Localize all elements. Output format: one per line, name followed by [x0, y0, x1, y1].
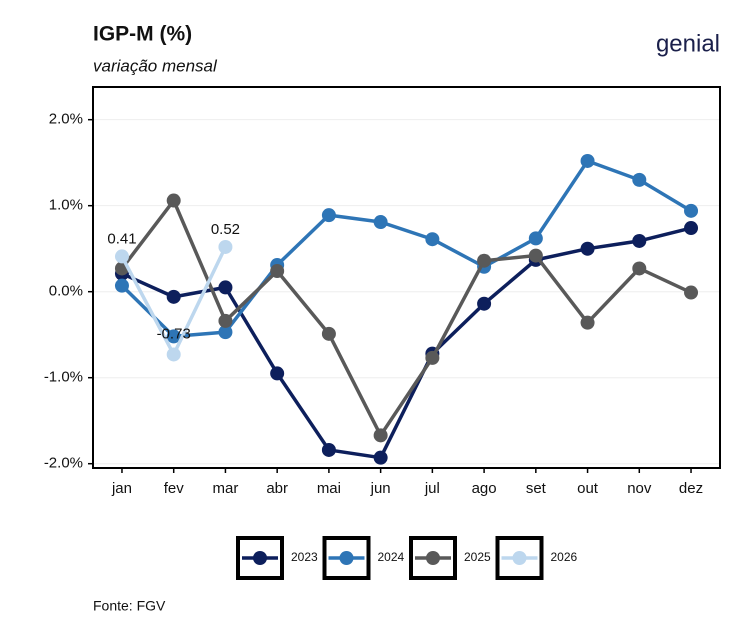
data-point [166, 289, 181, 304]
data-point [580, 241, 595, 256]
data-point [580, 315, 595, 330]
y-tick-label: -1.0% [44, 369, 83, 386]
data-point [528, 231, 543, 246]
x-tick-label: fev [164, 480, 185, 497]
chart-subtitle: variação mensal [93, 56, 218, 75]
x-tick-label: set [526, 480, 547, 497]
plot-frame [92, 86, 721, 469]
data-point [684, 285, 699, 300]
x-tick-label: mai [317, 480, 341, 497]
x-tick-label: jan [111, 480, 132, 497]
data-label: 0.41 [107, 230, 136, 247]
legend-dot [512, 551, 527, 565]
data-point [684, 221, 699, 236]
series-line [120, 159, 692, 339]
legend-label: 2026 [551, 550, 578, 564]
legend-dot [253, 551, 267, 565]
data-point [218, 313, 233, 328]
data-point [425, 232, 440, 247]
data-point [166, 347, 181, 362]
data-point [632, 233, 647, 248]
data-point [114, 278, 129, 293]
y-tick-label: 1.0% [49, 197, 83, 214]
data-point [114, 249, 129, 264]
y-tick-label: 2.0% [49, 111, 83, 128]
series-line [121, 226, 692, 460]
data-point [321, 208, 336, 223]
data-point [425, 350, 440, 365]
data-point [218, 280, 233, 295]
data-point [270, 366, 285, 381]
data-point [477, 253, 492, 268]
data-label: 0.52 [211, 221, 240, 238]
data-point [477, 296, 492, 311]
data-point [218, 325, 233, 340]
data-point [166, 193, 181, 208]
data-point [373, 428, 388, 443]
y-tick-label: 0.0% [49, 283, 83, 300]
data-point [270, 264, 285, 279]
x-tick-label: abr [266, 480, 288, 497]
source: Fonte: FGV [93, 598, 166, 614]
legend-label: 2025 [464, 550, 491, 564]
data-point [373, 215, 388, 230]
x-tick-label: mar [213, 480, 239, 497]
data-point [218, 239, 233, 254]
data-point [632, 261, 647, 276]
logo: genial [656, 30, 720, 57]
x-tick-label: jun [370, 480, 391, 497]
legend-dot [426, 551, 440, 565]
data-point [321, 442, 336, 457]
series-line [120, 198, 692, 438]
legend-dot [339, 551, 354, 565]
data-point [528, 248, 543, 263]
data-point [321, 326, 336, 341]
data-point [580, 153, 595, 168]
data-point [632, 172, 647, 187]
y-tick-label: -2.0% [44, 455, 83, 472]
data-label: -0.73 [157, 325, 191, 342]
data-point [166, 329, 181, 344]
x-tick-label: jul [424, 480, 440, 497]
data-point [373, 450, 388, 465]
legend-label: 2024 [378, 550, 405, 564]
x-tick-label: out [577, 480, 599, 497]
x-tick-label: nov [627, 480, 652, 497]
x-tick-label: ago [472, 480, 497, 497]
data-point [684, 203, 699, 218]
x-tick-label: dez [679, 480, 703, 497]
legend-label: 2023 [291, 550, 318, 564]
chart-title: IGP-M (%) [93, 23, 192, 46]
